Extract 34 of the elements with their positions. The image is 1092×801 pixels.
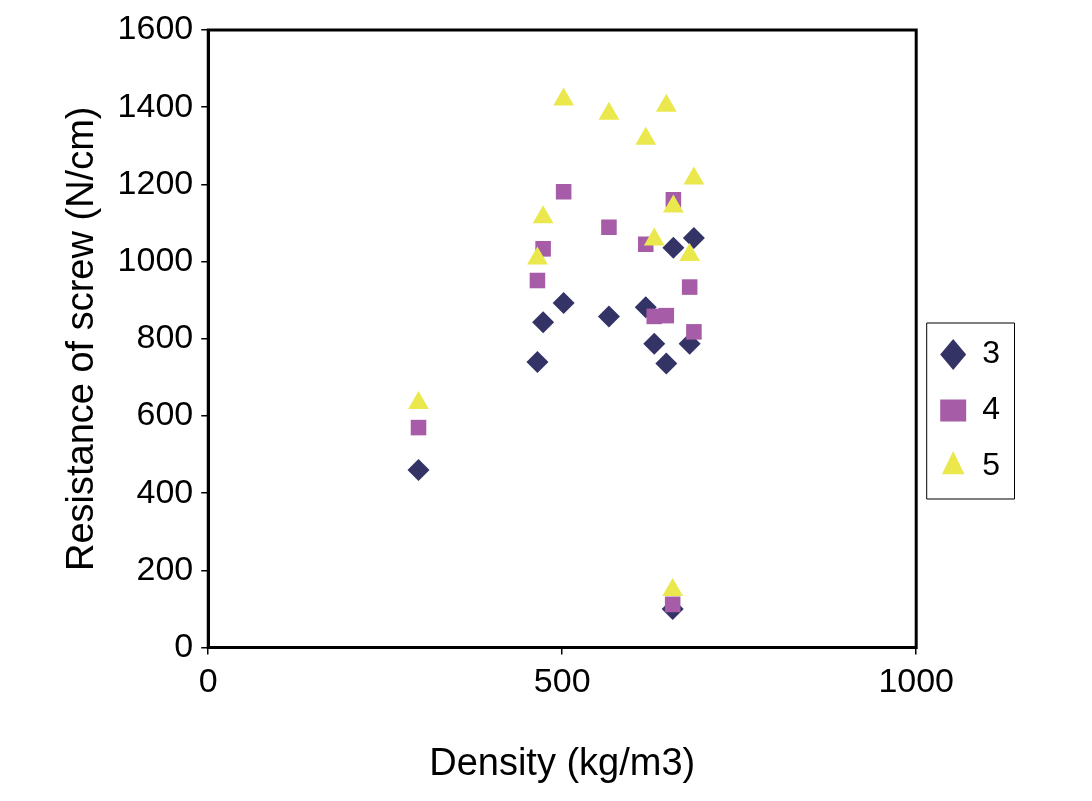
x-tick-label: 1000 (878, 661, 955, 700)
point (407, 459, 430, 482)
point (664, 596, 681, 613)
point (658, 307, 675, 324)
point (532, 311, 555, 334)
legend-label: 5 (982, 446, 1000, 483)
point (529, 272, 546, 289)
point (555, 183, 572, 200)
point (643, 332, 666, 355)
y-tick-label: 1400 (117, 85, 194, 124)
y-axis-title: Resistance of screw (N/cm) (59, 106, 102, 572)
point (682, 227, 705, 250)
x-tick-label: 500 (533, 661, 591, 700)
point (681, 279, 698, 295)
x-axis-title: Density (kg/m3) (429, 740, 696, 783)
legend-label: 4 (982, 390, 1000, 427)
point (410, 419, 427, 436)
y-tick-label: 400 (136, 471, 194, 510)
legend-label: 3 (982, 334, 1000, 371)
point (686, 324, 702, 340)
y-tick-label: 0 (174, 625, 194, 664)
point (601, 219, 617, 236)
y-tick-label: 200 (136, 548, 194, 587)
y-tick-label: 600 (136, 394, 194, 433)
y-tick-label: 1000 (117, 239, 194, 278)
point (662, 236, 685, 259)
point (655, 352, 678, 375)
y-tick-label: 800 (136, 317, 194, 356)
y-tick-label: 1600 (117, 8, 194, 47)
x-tick-label: 0 (198, 661, 218, 700)
y-tick-label: 1200 (117, 162, 194, 201)
point (526, 350, 549, 373)
point (597, 305, 620, 328)
point (552, 291, 575, 314)
